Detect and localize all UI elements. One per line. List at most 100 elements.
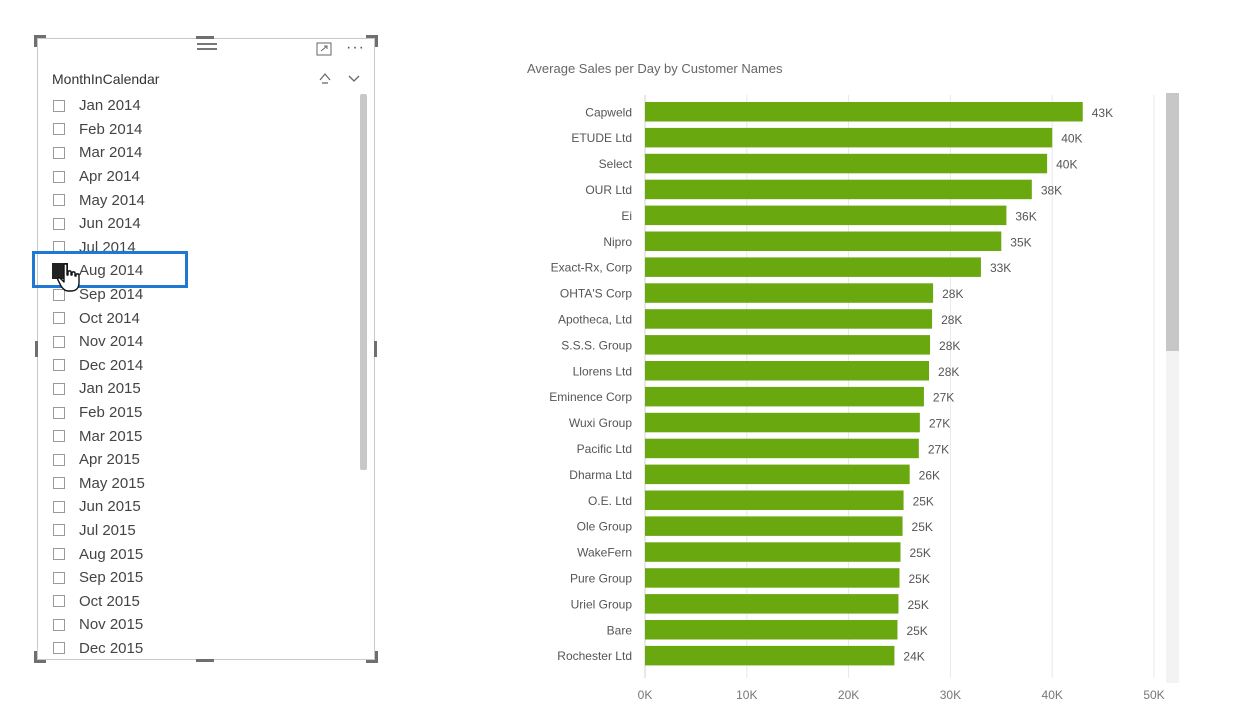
data-label: 27K [928, 442, 949, 456]
slicer-item[interactable]: May 2014 [38, 188, 363, 212]
slicer-item[interactable]: Jul 2015 [38, 519, 363, 543]
slicer-item[interactable]: Feb 2015 [38, 401, 363, 425]
bar[interactable] [645, 257, 981, 277]
bar[interactable] [645, 102, 1083, 122]
slicer-item[interactable]: Dec 2014 [38, 354, 363, 378]
bar[interactable] [645, 516, 903, 536]
slicer-checkbox[interactable] [53, 288, 65, 301]
slicer-checkbox[interactable] [53, 170, 65, 183]
slicer-item[interactable]: Sep 2014 [38, 283, 363, 307]
category-label: Pacific Ltd [577, 442, 632, 456]
focus-mode-icon[interactable] [316, 42, 332, 56]
slicer-item[interactable]: Aug 2015 [38, 542, 363, 566]
slicer-checkbox[interactable] [53, 453, 65, 466]
slicer-item[interactable]: Dec 2015 [38, 637, 363, 661]
more-options-icon[interactable]: ··· [346, 39, 365, 56]
data-label: 25K [907, 598, 928, 612]
resize-handle-top-left[interactable] [34, 35, 46, 47]
chart-scrollbar-thumb[interactable] [1166, 93, 1179, 351]
bar[interactable] [645, 645, 895, 666]
bar[interactable] [645, 438, 919, 459]
bar[interactable] [645, 309, 933, 329]
slicer-checkbox[interactable] [53, 500, 65, 513]
data-label: 25K [910, 546, 931, 560]
category-label: Dharma Ltd [569, 468, 632, 482]
resize-handle-right[interactable] [374, 341, 377, 357]
slicer-item[interactable]: Oct 2015 [38, 589, 363, 613]
slicer-item-label: Oct 2014 [79, 309, 140, 327]
slicer-item-list: Jan 2014 Feb 2014 Mar 2014 Apr 2014 May 2014… [38, 94, 363, 660]
drag-handle-icon[interactable] [197, 43, 217, 53]
slicer-item[interactable]: Oct 2014 [38, 306, 363, 330]
resize-handle-bottom[interactable] [196, 659, 214, 662]
slicer-item[interactable]: Jan 2014 [38, 94, 363, 118]
data-label: 25K [913, 494, 934, 508]
slicer-item[interactable]: Jun 2015 [38, 495, 363, 519]
slicer-checkbox[interactable] [53, 194, 65, 207]
slicer-checkbox[interactable] [53, 335, 65, 348]
category-label: S.S.S. Group [561, 338, 632, 352]
bar[interactable] [645, 231, 1002, 252]
slicer-item[interactable]: Jan 2015 [38, 377, 363, 401]
slicer-item[interactable]: Apr 2015 [38, 448, 363, 472]
bar[interactable] [645, 205, 1007, 226]
slicer-checkbox[interactable] [53, 548, 65, 561]
resize-handle-top-right[interactable] [366, 35, 378, 47]
slicer-checkbox[interactable] [53, 99, 65, 112]
slicer-checkbox[interactable] [53, 406, 65, 419]
slicer-item[interactable]: Mar 2015 [38, 424, 363, 448]
slicer-checkbox[interactable] [53, 123, 65, 136]
category-label: Nipro [603, 235, 632, 249]
bar[interactable] [645, 335, 931, 355]
bar[interactable] [645, 127, 1053, 148]
slicer-checkbox[interactable] [53, 217, 65, 230]
slicer-checkbox[interactable] [53, 359, 65, 372]
category-label: Apotheca, Ltd [558, 312, 632, 326]
slicer-checkbox[interactable] [53, 571, 65, 584]
data-label: 25K [909, 572, 930, 586]
bar[interactable] [645, 594, 899, 614]
bar[interactable] [645, 361, 930, 381]
slicer-checkbox[interactable] [53, 595, 65, 608]
slicer-item-label: Jan 2015 [79, 380, 141, 398]
bar[interactable] [645, 412, 920, 433]
slicer-item-label: Aug 2014 [79, 262, 144, 280]
data-label: 25K [906, 624, 927, 638]
bar[interactable] [645, 179, 1032, 200]
resize-handle-bottom-right[interactable] [366, 651, 378, 663]
eraser-icon[interactable] [318, 71, 332, 85]
resize-handle-top[interactable] [196, 36, 214, 39]
slicer-checkbox[interactable] [53, 430, 65, 443]
slicer-item[interactable]: Nov 2014 [38, 330, 363, 354]
slicer-checkbox[interactable] [53, 618, 65, 631]
slicer-item[interactable]: Sep 2015 [38, 566, 363, 590]
x-tick-label: 50K [1143, 688, 1164, 702]
slicer-item-label: Apr 2014 [79, 168, 140, 186]
slicer-scrollbar[interactable] [360, 94, 367, 470]
slicer-checkbox[interactable] [53, 382, 65, 395]
slicer-checkbox[interactable] [53, 146, 65, 159]
resize-handle-bottom-left[interactable] [34, 651, 46, 663]
bar[interactable] [645, 386, 924, 407]
hand-cursor-icon [57, 263, 80, 292]
slicer-checkbox[interactable] [53, 312, 65, 325]
bar[interactable] [645, 568, 900, 588]
slicer-checkbox[interactable] [53, 477, 65, 490]
slicer-item[interactable]: Jun 2014 [38, 212, 363, 236]
bar[interactable] [645, 620, 898, 640]
slicer-item[interactable]: Feb 2014 [38, 118, 363, 142]
slicer-checkbox[interactable] [53, 642, 65, 655]
slicer-checkbox[interactable] [53, 524, 65, 537]
slicer-item[interactable]: Nov 2015 [38, 613, 363, 637]
resize-handle-left[interactable] [35, 341, 38, 357]
slicer-item[interactable]: May 2015 [38, 472, 363, 496]
bar[interactable] [645, 464, 910, 485]
bar[interactable] [645, 542, 901, 562]
slicer-item[interactable]: Apr 2014 [38, 165, 363, 189]
bar[interactable] [645, 283, 934, 303]
bar[interactable] [645, 490, 904, 511]
chevron-down-icon[interactable] [347, 71, 361, 85]
slicer-item[interactable]: Mar 2014 [38, 141, 363, 165]
category-label: OUR Ltd [585, 183, 632, 197]
bar[interactable] [645, 153, 1048, 174]
